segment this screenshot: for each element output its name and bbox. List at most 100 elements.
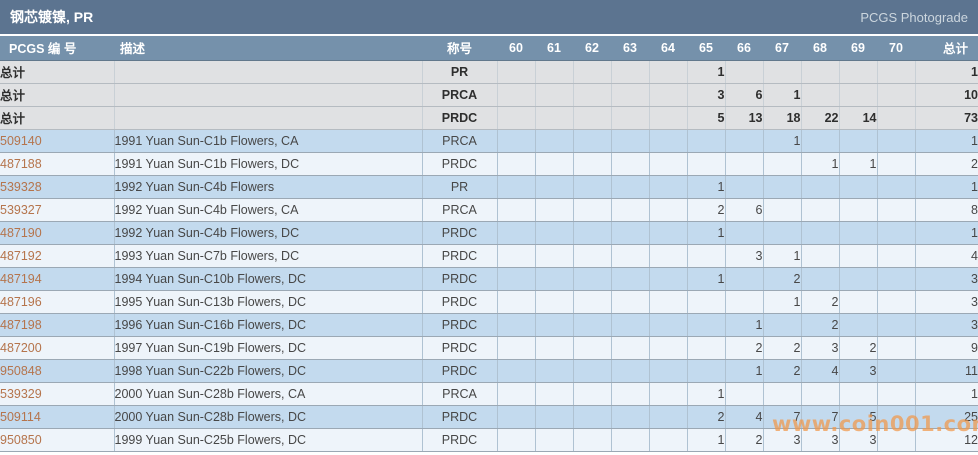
grade-69-cell <box>839 382 878 406</box>
total-cell: 3 <box>915 290 978 314</box>
coin-description: 1992 Yuan Sun-C4b Flowers, CA <box>114 198 423 222</box>
pcgs-number-link[interactable]: 487194 <box>0 271 42 286</box>
pcgs-number-link[interactable]: 950850 <box>0 432 42 447</box>
summary-total: 1 <box>915 60 978 84</box>
grade-65-cell <box>687 313 726 337</box>
summary-grade-69: 14 <box>839 106 878 130</box>
pcgs-number-link[interactable]: 487192 <box>0 248 42 263</box>
grade-68-cell: 7 <box>801 405 840 429</box>
pcgs-number-link[interactable]: 487200 <box>0 340 42 355</box>
col-header-grade-60: 60 <box>497 36 535 61</box>
grade-68-cell: 2 <box>801 290 840 314</box>
grade-68-cell: 1 <box>801 152 840 176</box>
grade-62-cell <box>573 267 612 291</box>
grade-70-cell <box>877 405 916 429</box>
coin-description: 1999 Yuan Sun-C25b Flowers, DC <box>114 428 423 452</box>
grade-60-cell <box>497 382 536 406</box>
coin-description: 1994 Yuan Sun-C10b Flowers, DC <box>114 267 423 291</box>
designation-cell: PRDC <box>422 405 498 429</box>
grade-65-cell: 1 <box>687 382 726 406</box>
grade-63-cell <box>611 405 650 429</box>
coin-description: 1991 Yuan Sun-C1b Flowers, DC <box>114 152 423 176</box>
grade-65-cell: 1 <box>687 175 726 199</box>
grade-60-cell <box>497 313 536 337</box>
grade-61-cell <box>535 198 574 222</box>
pcgs-number-link[interactable]: 539329 <box>0 386 42 401</box>
pcgs-number-link[interactable]: 487196 <box>0 294 42 309</box>
grade-64-cell <box>649 405 688 429</box>
pcgs-number-link[interactable]: 509114 <box>0 409 41 424</box>
grade-69-cell <box>839 244 878 268</box>
summary-grade-61 <box>535 106 574 130</box>
census-table: PCGS 编 号描述 称号 60 61 62 63 64 65 66 67 68 69 70 总计 总计 P… <box>0 36 978 452</box>
grade-62-cell <box>573 336 612 360</box>
summary-grade-66: 13 <box>725 106 764 130</box>
pcgs-number-cell: 950850 <box>0 428 115 452</box>
photograde-label: PCGS Photograde <box>860 9 968 25</box>
grade-60-cell <box>497 359 536 383</box>
summary-grade-60 <box>497 83 536 107</box>
pcgs-number-cell: 487196 <box>0 290 115 314</box>
col-header-grade-63: 63 <box>611 36 649 61</box>
designation-cell: PRDC <box>422 359 498 383</box>
total-cell: 25 <box>915 405 978 429</box>
grade-60-cell <box>497 152 536 176</box>
coin-description: 1992 Yuan Sun-C4b Flowers <box>114 175 423 199</box>
pcgs-number-link[interactable]: 539327 <box>0 202 42 217</box>
grade-66-cell: 2 <box>725 428 764 452</box>
pcgs-number-link[interactable]: 509140 <box>0 133 42 148</box>
designation-cell: PRDC <box>422 313 498 337</box>
grade-70-cell <box>877 175 916 199</box>
summary-grade-65: 3 <box>687 83 726 107</box>
grade-65-cell: 2 <box>687 198 726 222</box>
grade-61-cell <box>535 152 574 176</box>
grade-64-cell <box>649 198 688 222</box>
grade-67-cell: 1 <box>763 244 802 268</box>
table-row: 487200 1997 Yuan Sun-C19b Flowers, DC PRDC… <box>0 336 978 360</box>
grade-63-cell <box>611 382 650 406</box>
col-header-grade-65: 65 <box>687 36 725 61</box>
pcgs-number-link[interactable]: 487198 <box>0 317 42 332</box>
summary-grade-67 <box>763 60 802 84</box>
total-cell: 1 <box>915 382 978 406</box>
pcgs-number-link[interactable]: 950848 <box>0 363 42 378</box>
grade-68-cell <box>801 198 840 222</box>
grade-64-cell <box>649 336 688 360</box>
summary-grade-64 <box>649 60 688 84</box>
table-row: 509114 2000 Yuan Sun-C28b Flowers, DC PRDC… <box>0 405 978 429</box>
grade-70-cell <box>877 221 916 245</box>
grade-61-cell <box>535 175 574 199</box>
grade-66-cell: 4 <box>725 405 764 429</box>
grade-64-cell <box>649 382 688 406</box>
grade-64-cell <box>649 221 688 245</box>
summary-description <box>114 60 423 84</box>
grade-62-cell <box>573 244 612 268</box>
summary-grade-65: 5 <box>687 106 726 130</box>
grade-67-cell: 2 <box>763 359 802 383</box>
pcgs-number-link[interactable]: 487188 <box>0 156 42 171</box>
grade-68-cell <box>801 267 840 291</box>
col-header-grade-69: 69 <box>839 36 877 61</box>
summary-grade-66 <box>725 60 764 84</box>
grade-69-cell <box>839 198 878 222</box>
summary-description <box>114 83 423 107</box>
pcgs-number-link[interactable]: 539328 <box>0 179 42 194</box>
pcgs-number-link[interactable]: 487190 <box>0 225 42 240</box>
grade-61-cell <box>535 336 574 360</box>
grade-66-cell <box>725 175 764 199</box>
grade-63-cell <box>611 244 650 268</box>
summary-grade-64 <box>649 83 688 107</box>
grade-63-cell <box>611 313 650 337</box>
grade-61-cell <box>535 405 574 429</box>
summary-grade-68 <box>801 60 840 84</box>
grade-63-cell <box>611 336 650 360</box>
grade-60-cell <box>497 267 536 291</box>
grade-61-cell <box>535 359 574 383</box>
summary-designation: PRCA <box>422 83 498 107</box>
pcgs-number-cell: 539328 <box>0 175 115 199</box>
grade-70-cell <box>877 129 916 153</box>
summary-total: 73 <box>915 106 978 130</box>
grade-62-cell <box>573 129 612 153</box>
designation-cell: PRDC <box>422 267 498 291</box>
